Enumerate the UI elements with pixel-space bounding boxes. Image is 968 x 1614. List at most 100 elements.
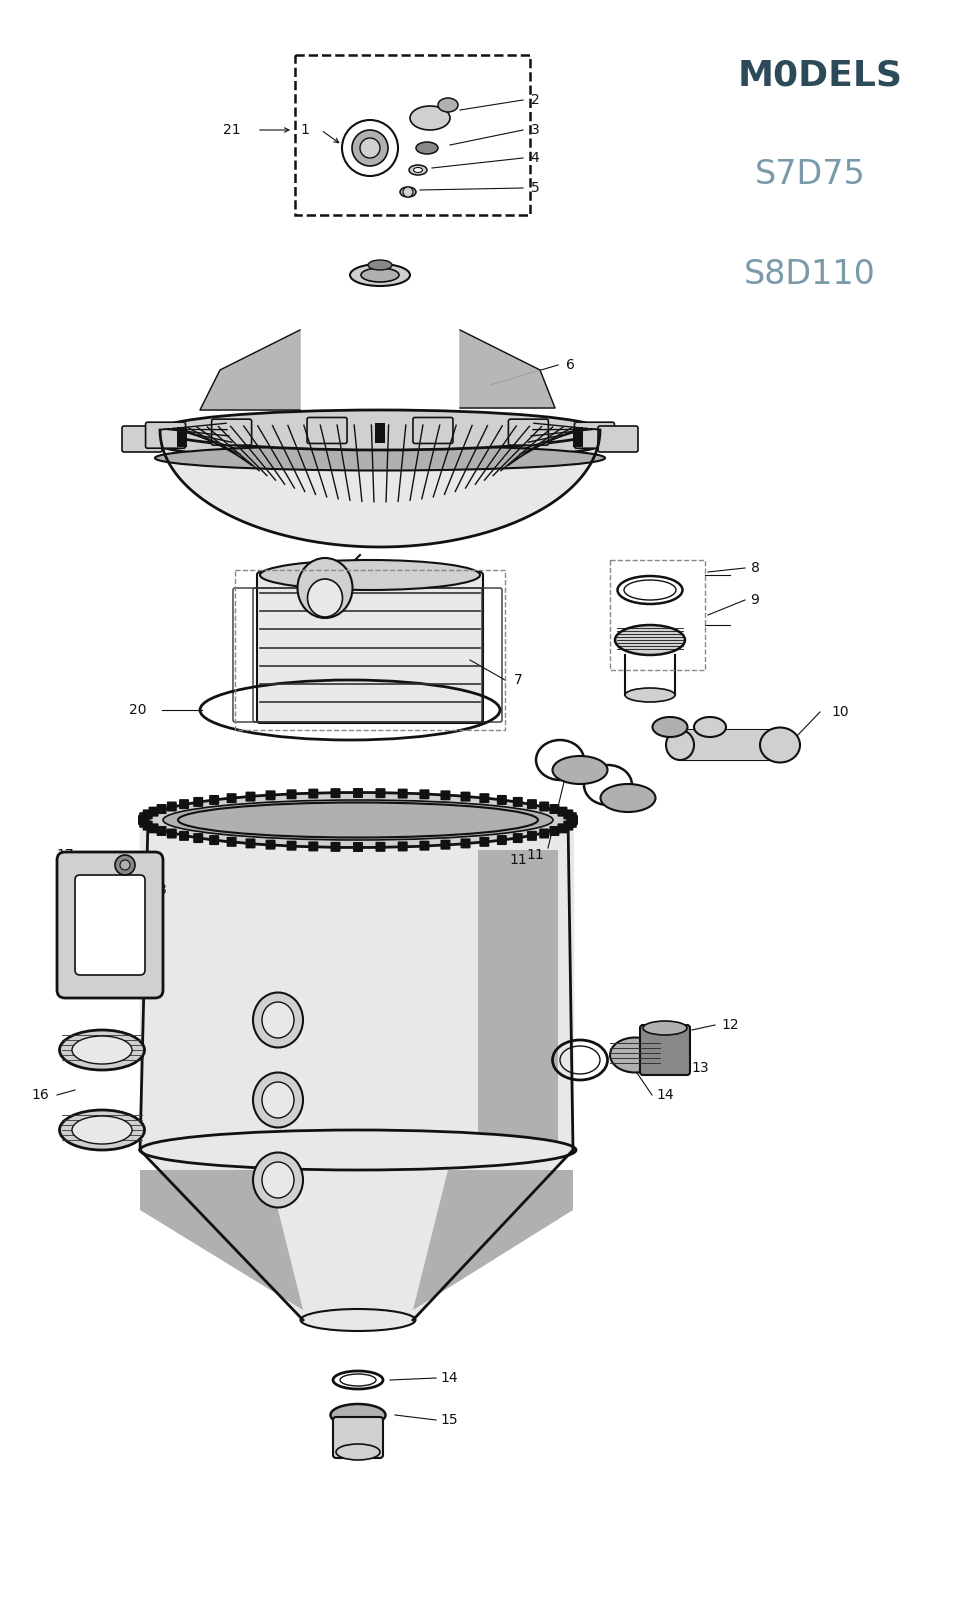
Circle shape: [403, 187, 413, 197]
Ellipse shape: [368, 260, 392, 270]
FancyBboxPatch shape: [227, 836, 236, 847]
Text: M0DELS: M0DELS: [738, 58, 902, 92]
FancyBboxPatch shape: [138, 815, 148, 825]
Ellipse shape: [145, 413, 615, 463]
Ellipse shape: [336, 1445, 380, 1461]
FancyBboxPatch shape: [145, 423, 186, 449]
FancyBboxPatch shape: [139, 818, 149, 828]
FancyBboxPatch shape: [75, 875, 145, 975]
Ellipse shape: [300, 1309, 415, 1332]
Ellipse shape: [410, 107, 450, 131]
Ellipse shape: [72, 1036, 132, 1064]
FancyBboxPatch shape: [461, 791, 470, 802]
Text: 20: 20: [130, 704, 147, 717]
Text: 18: 18: [149, 883, 166, 897]
Bar: [177, 426, 187, 447]
Ellipse shape: [72, 1115, 132, 1144]
Ellipse shape: [59, 1030, 144, 1070]
FancyBboxPatch shape: [227, 792, 236, 804]
Text: 10: 10: [832, 705, 849, 718]
FancyBboxPatch shape: [148, 807, 159, 817]
Ellipse shape: [413, 168, 422, 173]
FancyBboxPatch shape: [550, 804, 560, 813]
Ellipse shape: [253, 993, 303, 1047]
Text: 5: 5: [530, 181, 539, 195]
Ellipse shape: [59, 1110, 144, 1151]
FancyBboxPatch shape: [209, 796, 219, 805]
FancyBboxPatch shape: [479, 836, 490, 847]
FancyBboxPatch shape: [497, 796, 507, 805]
Text: 4: 4: [530, 152, 539, 165]
Ellipse shape: [610, 1038, 660, 1072]
Ellipse shape: [600, 784, 655, 812]
Bar: [573, 426, 583, 447]
FancyBboxPatch shape: [558, 807, 567, 817]
FancyBboxPatch shape: [333, 1417, 383, 1457]
Ellipse shape: [160, 410, 600, 450]
FancyBboxPatch shape: [413, 418, 453, 444]
Ellipse shape: [361, 268, 399, 282]
FancyBboxPatch shape: [376, 788, 385, 799]
Ellipse shape: [330, 1404, 385, 1427]
FancyBboxPatch shape: [563, 809, 573, 820]
Text: 16: 16: [31, 1088, 48, 1102]
FancyBboxPatch shape: [157, 826, 166, 836]
Bar: [680, 730, 780, 760]
Circle shape: [360, 139, 380, 158]
Ellipse shape: [253, 1152, 303, 1207]
Text: 9: 9: [750, 592, 760, 607]
Ellipse shape: [350, 265, 410, 286]
FancyBboxPatch shape: [265, 791, 276, 801]
FancyBboxPatch shape: [287, 789, 296, 799]
Bar: [295, 55, 530, 215]
FancyBboxPatch shape: [353, 788, 363, 797]
FancyBboxPatch shape: [353, 843, 363, 852]
FancyBboxPatch shape: [550, 826, 560, 836]
FancyBboxPatch shape: [246, 838, 256, 849]
FancyBboxPatch shape: [539, 828, 549, 839]
Ellipse shape: [553, 755, 608, 784]
FancyBboxPatch shape: [166, 828, 177, 839]
Ellipse shape: [262, 1162, 294, 1198]
FancyBboxPatch shape: [598, 426, 638, 452]
FancyBboxPatch shape: [461, 838, 470, 849]
FancyBboxPatch shape: [179, 799, 189, 809]
Ellipse shape: [666, 730, 694, 760]
Text: 3: 3: [530, 123, 539, 137]
Polygon shape: [160, 429, 600, 547]
Ellipse shape: [140, 1130, 576, 1170]
Ellipse shape: [155, 445, 605, 471]
Ellipse shape: [760, 728, 800, 762]
Text: 11: 11: [509, 854, 527, 867]
FancyBboxPatch shape: [527, 831, 537, 841]
Ellipse shape: [253, 1072, 303, 1128]
FancyBboxPatch shape: [246, 791, 256, 802]
Circle shape: [120, 860, 130, 870]
Circle shape: [352, 131, 388, 166]
Ellipse shape: [615, 625, 685, 655]
FancyBboxPatch shape: [513, 833, 523, 843]
Circle shape: [115, 855, 135, 875]
FancyBboxPatch shape: [419, 789, 430, 799]
FancyBboxPatch shape: [330, 843, 341, 852]
FancyBboxPatch shape: [567, 812, 577, 822]
FancyBboxPatch shape: [157, 804, 166, 813]
Text: 15: 15: [440, 1412, 458, 1427]
FancyBboxPatch shape: [558, 823, 567, 833]
FancyBboxPatch shape: [139, 812, 149, 822]
Ellipse shape: [308, 579, 343, 617]
Text: 12: 12: [721, 1018, 739, 1031]
Ellipse shape: [643, 1022, 687, 1035]
FancyBboxPatch shape: [257, 571, 483, 723]
Ellipse shape: [297, 558, 352, 618]
FancyBboxPatch shape: [376, 843, 385, 852]
Text: 11: 11: [527, 847, 544, 862]
FancyBboxPatch shape: [166, 802, 177, 812]
FancyBboxPatch shape: [212, 420, 252, 445]
Polygon shape: [460, 329, 555, 408]
FancyBboxPatch shape: [563, 820, 573, 831]
FancyBboxPatch shape: [398, 841, 408, 852]
FancyBboxPatch shape: [440, 839, 450, 849]
FancyBboxPatch shape: [497, 834, 507, 846]
Text: S7D75: S7D75: [755, 158, 865, 192]
